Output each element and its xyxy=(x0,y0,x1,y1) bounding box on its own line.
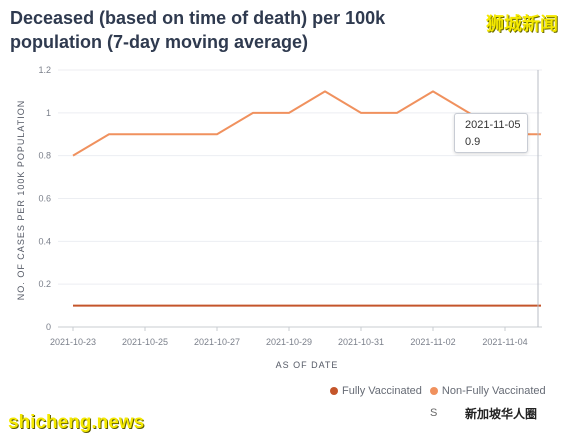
x-tick-label: 2021-10-31 xyxy=(338,337,384,347)
y-tick-label: 1 xyxy=(46,108,51,118)
y-tick-label: 1.2 xyxy=(38,65,51,75)
x-tick-label: 2021-11-04 xyxy=(482,337,527,347)
y-axis-ticks: 0 0.2 0.4 0.6 0.8 1 1.2 xyxy=(38,65,51,332)
tooltip-value: 0.9 xyxy=(465,136,481,148)
gridlines xyxy=(58,69,542,328)
x-tick-label: 2021-10-23 xyxy=(50,337,96,347)
y-tick-label: 0 xyxy=(46,322,51,332)
y-tick-label: 0.4 xyxy=(38,236,51,246)
tooltip-date: 2021-11-05 xyxy=(465,119,521,131)
legend-item-fully-vaccinated[interactable]: Fully Vaccinated xyxy=(330,385,422,397)
legend: Fully Vaccinated Non-Fully Vaccinated xyxy=(330,385,554,397)
y-tick-label: 0.6 xyxy=(38,194,51,204)
x-tick-label: 2021-10-27 xyxy=(194,337,240,347)
x-tick-label: 2021-10-29 xyxy=(266,337,312,347)
watermark-top-right: 狮城新闻 xyxy=(486,14,558,34)
watermark-bottom-right: 新加坡华人圈 xyxy=(462,404,541,423)
x-axis-ticks: 2021-10-23 2021-10-25 2021-10-27 2021-10-29… xyxy=(50,327,528,347)
y-tick-label: 0.2 xyxy=(38,279,51,289)
x-axis-title: AS OF DATE xyxy=(276,360,339,370)
chart-title: Deceased (based on time of death) per 10… xyxy=(10,8,386,52)
legend-label-non-fully-vaccinated: Non-Fully Vaccinated xyxy=(441,385,546,397)
legend-label-fully-vaccinated: Fully Vaccinated xyxy=(342,385,422,397)
hover-tooltip: 2021-11-05 0.9 xyxy=(454,113,528,153)
legend-item-non-fully-vaccinated[interactable]: Non-Fully Vaccinated xyxy=(429,385,546,397)
watermark-bottom-left: shicheng.news xyxy=(8,412,145,433)
legend-marker-fully-vaccinated xyxy=(330,387,338,395)
source-fragment: S xyxy=(430,407,438,419)
y-tick-label: 0.8 xyxy=(38,151,51,161)
x-tick-label: 2021-11-02 xyxy=(410,337,455,347)
x-tick-label: 2021-10-25 xyxy=(122,337,168,347)
series-line-non-fully-vaccinated[interactable] xyxy=(72,90,541,157)
legend-marker-non-fully-vaccinated xyxy=(429,387,438,395)
y-axis-title: NO. OF CASES PER 100K POPULATION xyxy=(16,100,26,300)
series-lines xyxy=(72,90,541,307)
